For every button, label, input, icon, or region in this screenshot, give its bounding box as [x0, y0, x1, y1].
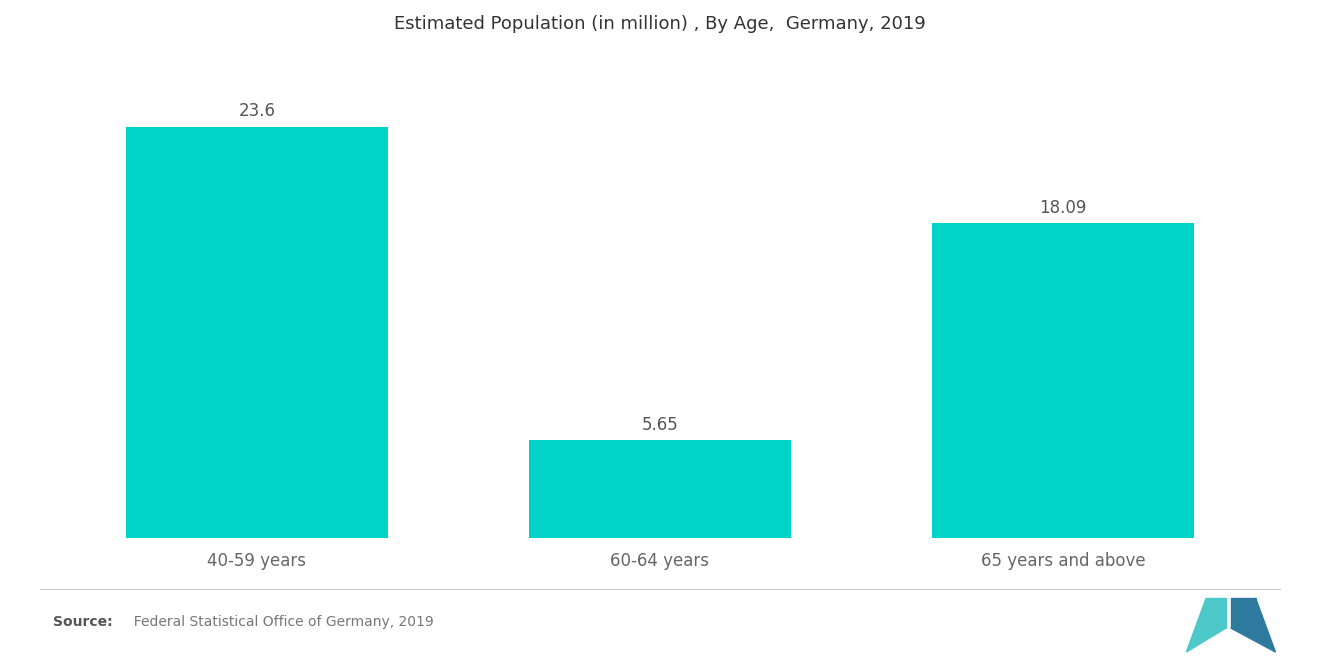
Text: 23.6: 23.6: [239, 102, 276, 120]
Polygon shape: [1206, 598, 1226, 628]
Text: 5.65: 5.65: [642, 416, 678, 434]
Polygon shape: [1232, 598, 1255, 628]
Title: Estimated Population (in million) , By Age,  Germany, 2019: Estimated Population (in million) , By A…: [395, 15, 925, 33]
Text: 18.09: 18.09: [1039, 199, 1086, 217]
Bar: [125, 126, 388, 538]
Bar: [529, 440, 791, 538]
Text: Source:: Source:: [53, 614, 112, 629]
Polygon shape: [1232, 598, 1275, 652]
Polygon shape: [1187, 598, 1226, 652]
Text: Federal Statistical Office of Germany, 2019: Federal Statistical Office of Germany, 2…: [125, 614, 434, 629]
Bar: [932, 223, 1195, 538]
